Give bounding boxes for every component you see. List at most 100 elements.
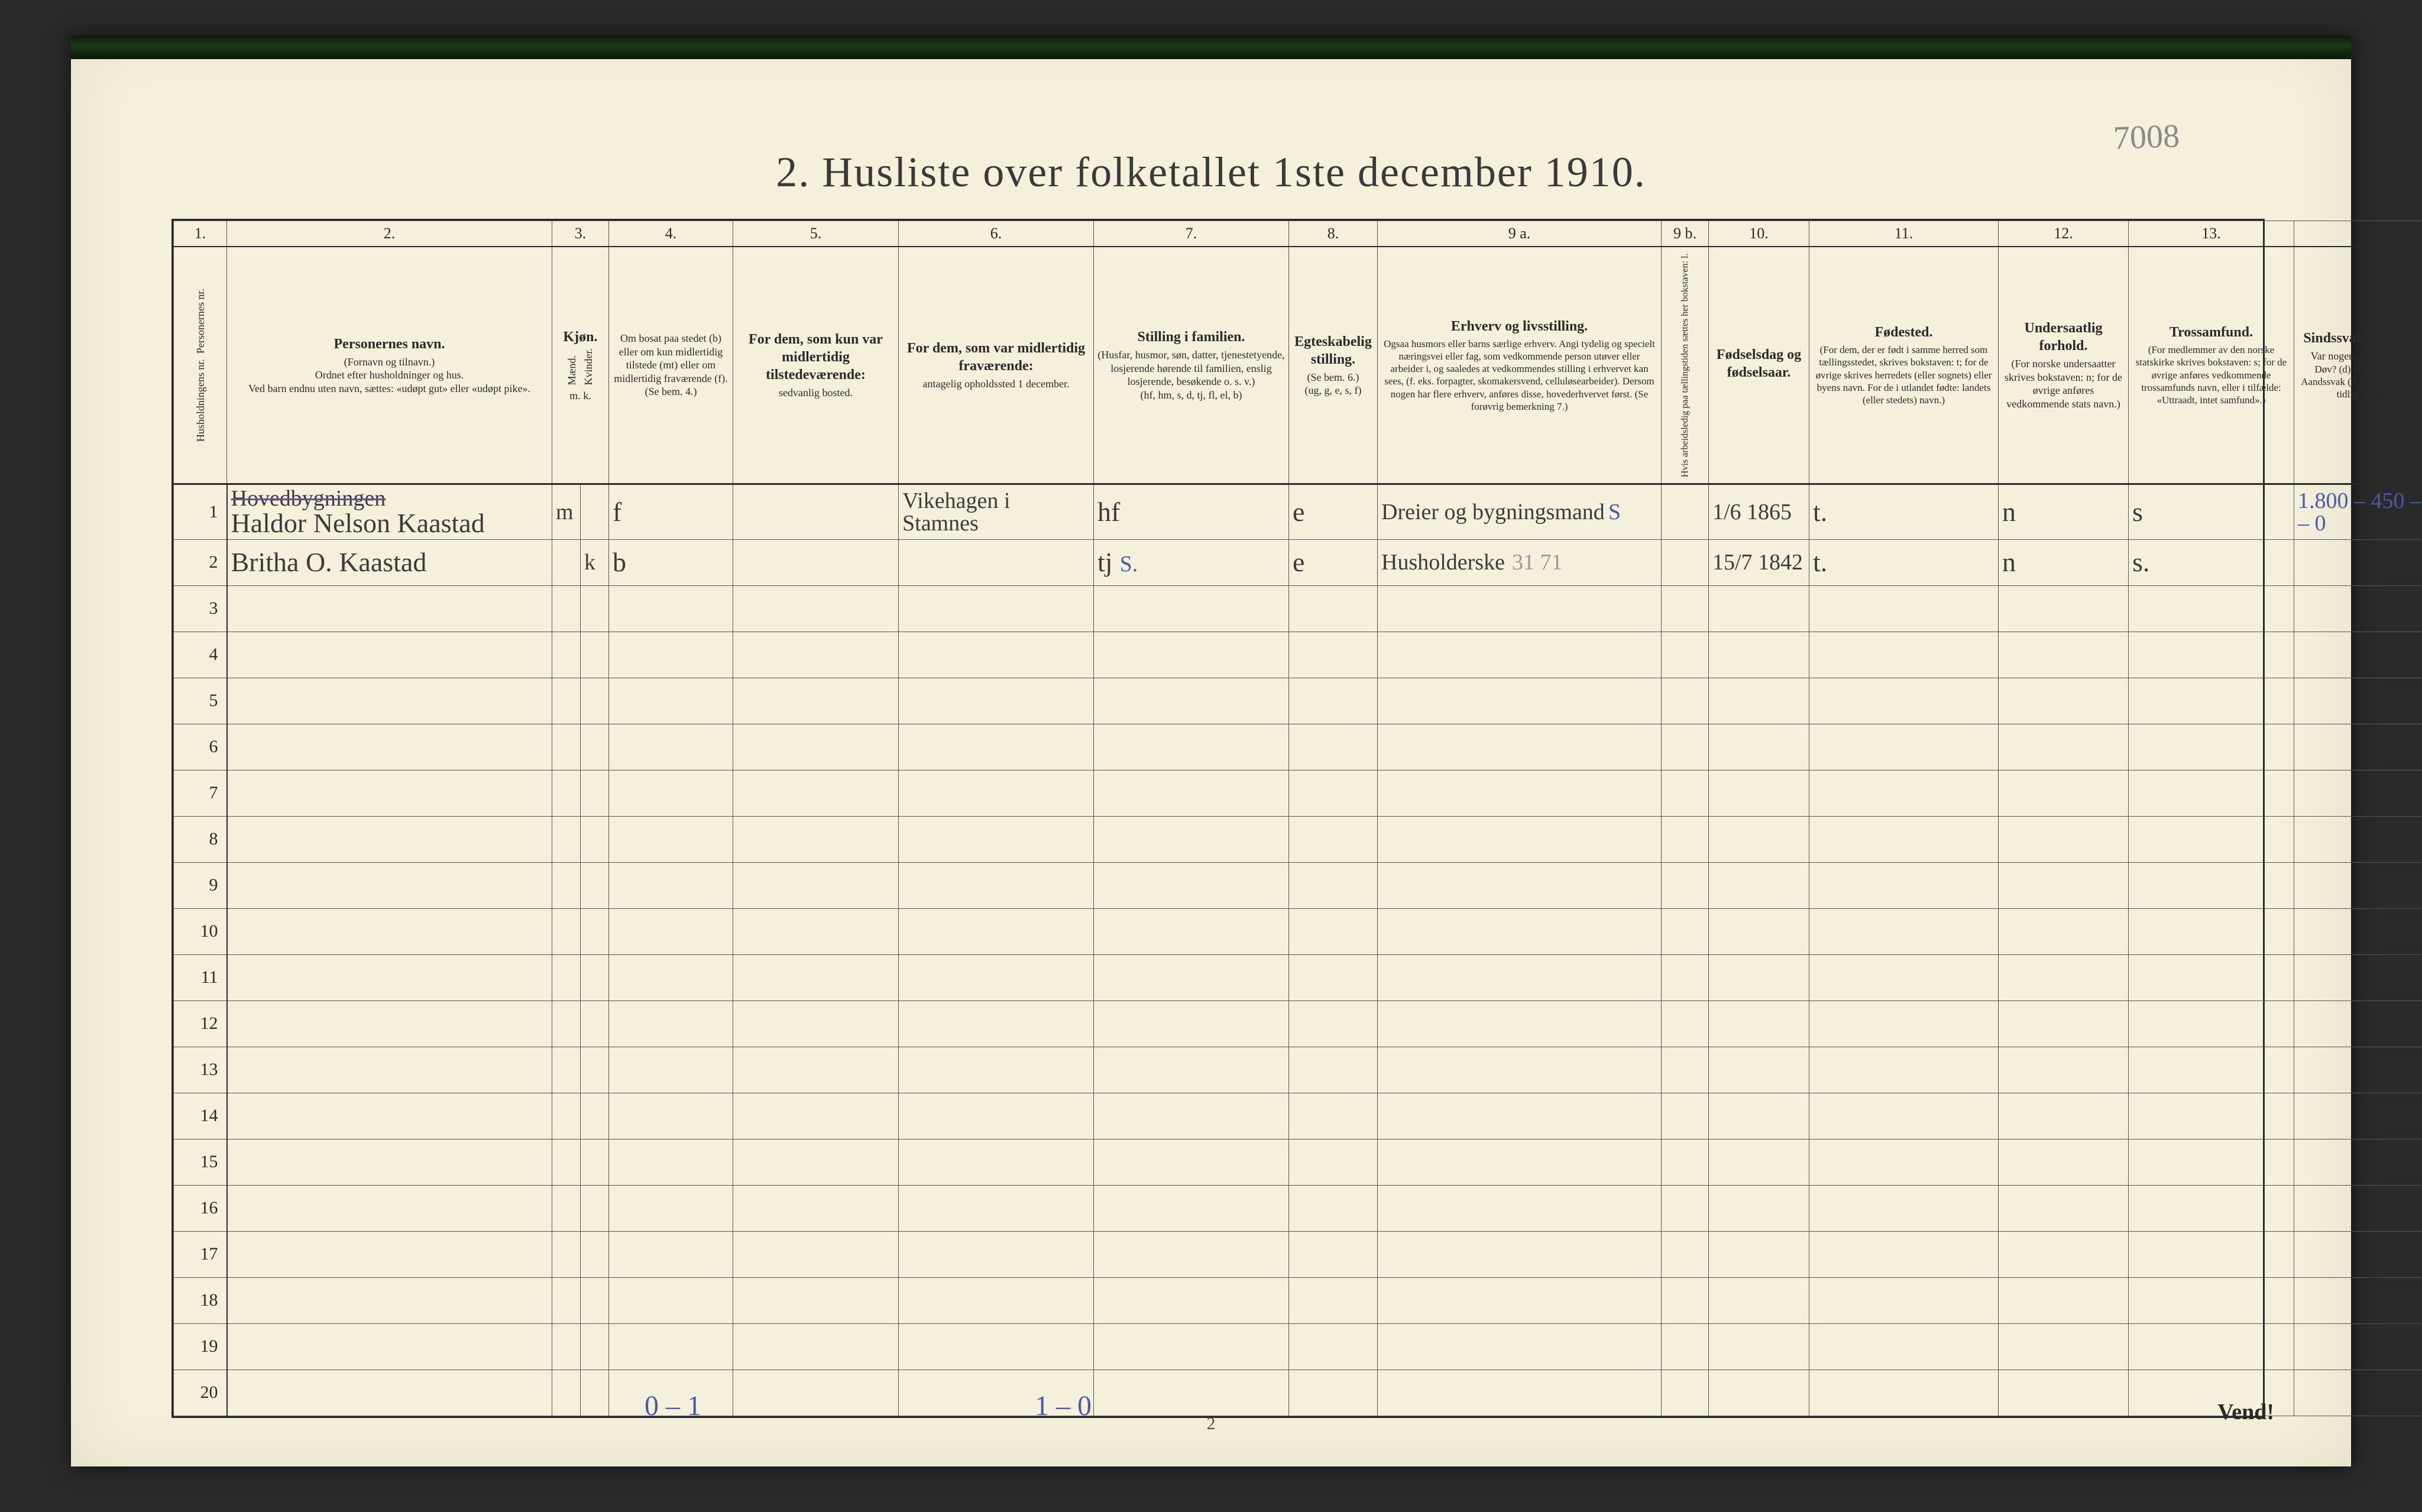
- empty-cell: [581, 632, 609, 678]
- empty-cell: [899, 1231, 1094, 1277]
- empty-cell: [1378, 1185, 1662, 1231]
- empty-cell: [1094, 678, 1289, 724]
- row-number: 18: [174, 1277, 227, 1323]
- colnum-9a: 9 a.: [1378, 221, 1662, 247]
- empty-cell: [1999, 1185, 2129, 1231]
- empty-cell: [1999, 1369, 2129, 1416]
- empty-cell: [1289, 1185, 1378, 1231]
- empty-cell: [1289, 1139, 1378, 1185]
- empty-cell: [581, 1323, 609, 1369]
- census-page: 7008 2. Husliste over folketallet 1ste d…: [71, 35, 2351, 1466]
- empty-cell: [899, 585, 1094, 632]
- empty-cell: [1999, 585, 2129, 632]
- hdr-14: Sindssvak, døv eller blind. Var nogen av…: [2294, 247, 2422, 484]
- empty-cell: [1809, 1369, 1999, 1416]
- empty-cell: [1289, 1093, 1378, 1139]
- empty-cell: [2294, 585, 2422, 632]
- empty-cell: [733, 1001, 899, 1047]
- empty-cell: [609, 1093, 733, 1139]
- empty-cell: [227, 1323, 552, 1369]
- empty-cell: [2129, 1185, 2294, 1231]
- empty-cell: [227, 1231, 552, 1277]
- table-row: 6: [174, 724, 2422, 770]
- empty-cell: [733, 632, 899, 678]
- empty-cell: [609, 816, 733, 862]
- empty-cell: [581, 816, 609, 862]
- empty-cell: [227, 1139, 552, 1185]
- empty-cell: [1289, 632, 1378, 678]
- empty-cell: [1709, 954, 1809, 1001]
- hdr-13: Trossamfund. (For medlemmer av den norsk…: [2129, 247, 2294, 484]
- column-number-row: 1. 2. 3. 4. 5. 6. 7. 8. 9 a. 9 b. 10. 11…: [174, 221, 2422, 247]
- cell-bosat: b: [609, 539, 733, 585]
- table-row: 8: [174, 816, 2422, 862]
- empty-cell: [1709, 678, 1809, 724]
- hdr-10: Fødselsdag og fødselsaar.: [1709, 247, 1809, 484]
- empty-cell: [1809, 816, 1999, 862]
- empty-cell: [899, 954, 1094, 1001]
- empty-cell: [733, 1369, 899, 1416]
- empty-cell: [552, 770, 581, 816]
- empty-cell: [2129, 1093, 2294, 1139]
- hdr-7: Stilling i familien. (Husfar, husmor, sø…: [1094, 247, 1289, 484]
- cell-fodested: t.: [1809, 539, 1999, 585]
- empty-cell: [1809, 1323, 1999, 1369]
- hdr-2: Personernes navn. (Fornavn og tilnavn.) …: [227, 247, 552, 484]
- empty-cell: [1289, 1231, 1378, 1277]
- empty-cell: [1094, 1047, 1289, 1093]
- cell-stilling-fam: tj S.: [1094, 539, 1289, 585]
- empty-cell: [1709, 585, 1809, 632]
- empty-cell: [2129, 1231, 2294, 1277]
- hdr-1: Husholdningens nr. Personernes nr.: [174, 247, 227, 484]
- table-row: 3: [174, 585, 2422, 632]
- empty-cell: [552, 1231, 581, 1277]
- empty-cell: [2129, 1277, 2294, 1323]
- row-number: 7: [174, 770, 227, 816]
- empty-cell: [2294, 1231, 2422, 1277]
- empty-cell: [609, 632, 733, 678]
- data-rows: 1 Hovedbygningen Haldor Nelson Kaastad m…: [174, 484, 2422, 1416]
- empty-cell: [733, 1277, 899, 1323]
- row-number: 8: [174, 816, 227, 862]
- empty-cell: [2294, 1323, 2422, 1369]
- empty-cell: [552, 954, 581, 1001]
- empty-cell: [609, 908, 733, 954]
- empty-cell: [1662, 1001, 1709, 1047]
- empty-cell: [899, 908, 1094, 954]
- empty-cell: [899, 1277, 1094, 1323]
- empty-cell: [581, 678, 609, 724]
- empty-cell: [733, 1047, 899, 1093]
- empty-cell: [552, 678, 581, 724]
- row-number: 2: [174, 539, 227, 585]
- cell-erhverv: Husholderske 31 71: [1378, 539, 1662, 585]
- empty-cell: [733, 1185, 899, 1231]
- table-row: 19: [174, 1323, 2422, 1369]
- empty-cell: [2294, 724, 2422, 770]
- cell-egte: e: [1289, 539, 1378, 585]
- colnum-13: 13.: [2129, 221, 2294, 247]
- cell-fodsel: 15/7 1842: [1709, 539, 1809, 585]
- table-row: 7: [174, 770, 2422, 816]
- hdr-4: Om bosat paa stedet (b) eller om kun mid…: [609, 247, 733, 484]
- empty-cell: [552, 1185, 581, 1231]
- empty-cell: [1662, 1139, 1709, 1185]
- empty-cell: [1289, 770, 1378, 816]
- empty-cell: [1378, 1001, 1662, 1047]
- empty-cell: [2129, 678, 2294, 724]
- empty-cell: [1094, 1231, 1289, 1277]
- empty-cell: [581, 954, 609, 1001]
- empty-cell: [1289, 1047, 1378, 1093]
- cell-undersaat: n: [1999, 539, 2129, 585]
- cell-bosat: f: [609, 484, 733, 539]
- colnum-10: 10.: [1709, 221, 1809, 247]
- empty-cell: [1999, 908, 2129, 954]
- empty-cell: [1999, 770, 2129, 816]
- empty-cell: [1809, 862, 1999, 908]
- empty-cell: [552, 1001, 581, 1047]
- empty-cell: [1662, 1369, 1709, 1416]
- empty-cell: [1709, 1093, 1809, 1139]
- empty-cell: [581, 1001, 609, 1047]
- hdr-3: Kjøn. Mænd. Kvinder. m. k.: [552, 247, 609, 484]
- colnum-12: 12.: [1999, 221, 2129, 247]
- empty-cell: [1378, 908, 1662, 954]
